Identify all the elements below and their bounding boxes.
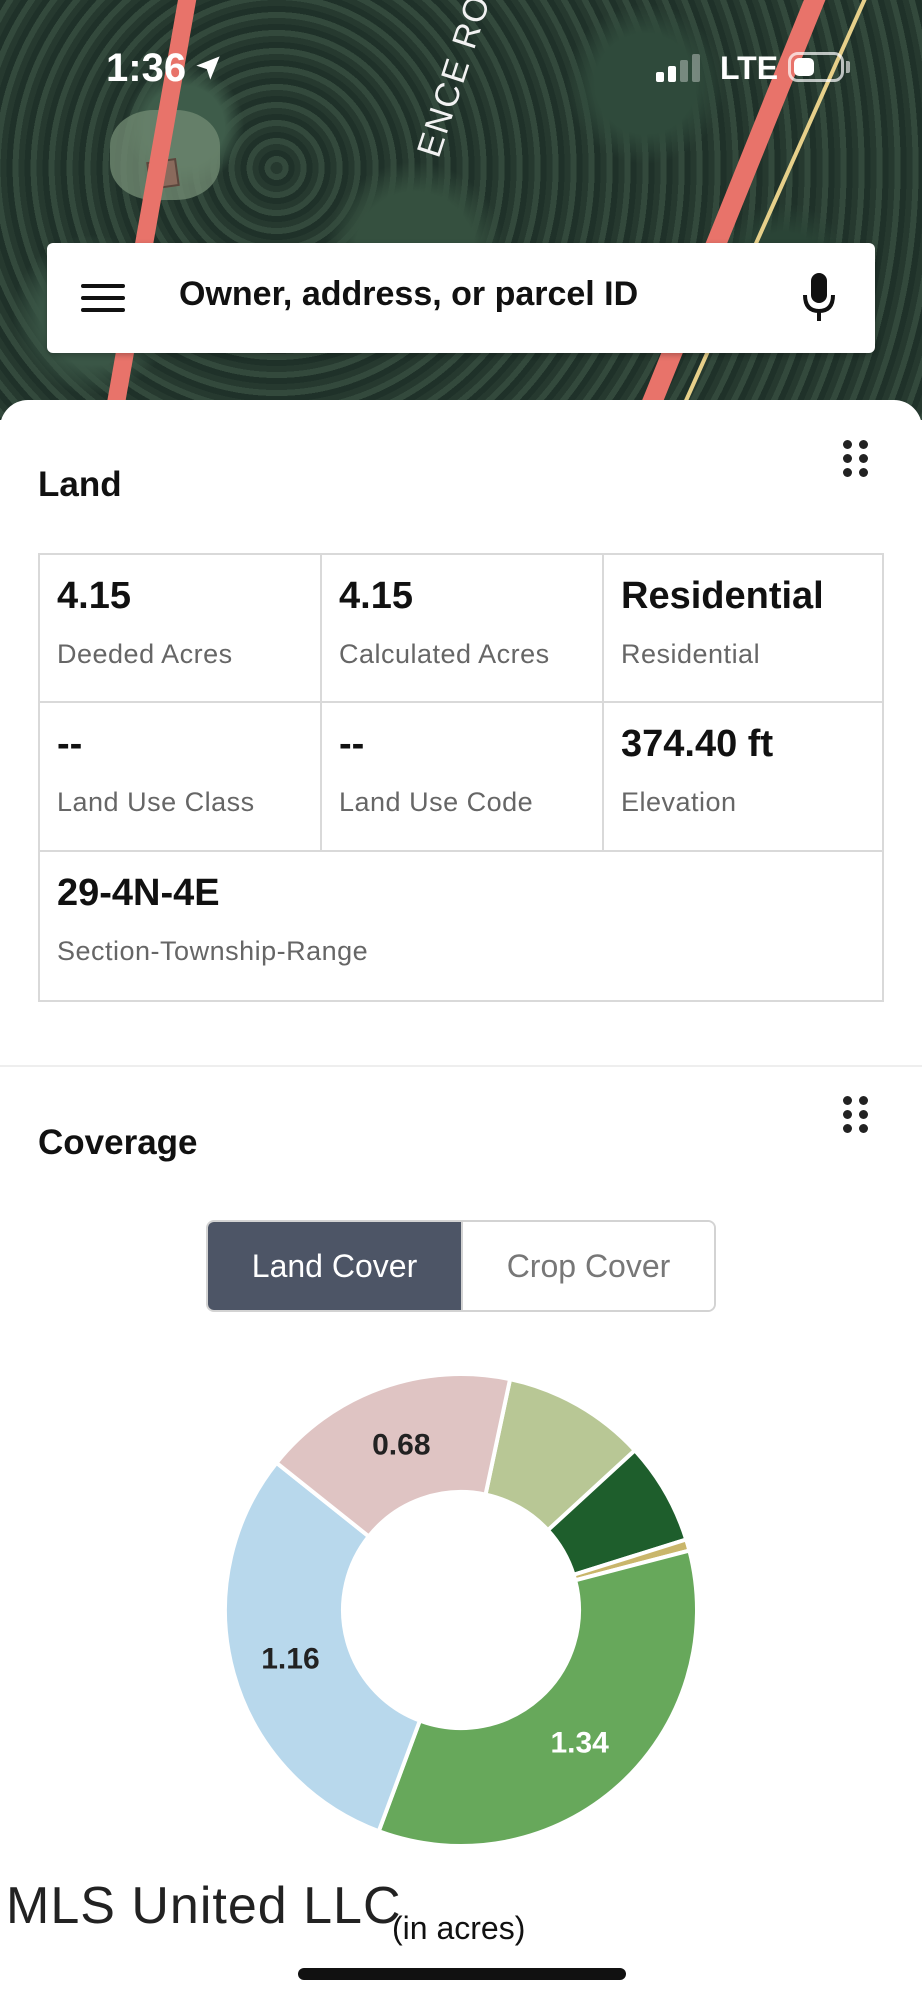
search-bar[interactable]: Owner, address, or parcel ID	[47, 243, 875, 353]
land-cell-elevation: 374.40 ft Elevation	[604, 703, 882, 852]
land-cell-deeded-acres: 4.15 Deeded Acres	[40, 555, 322, 703]
cell-value: --	[339, 723, 365, 765]
land-details-grid: 4.15 Deeded Acres 4.15 Calculated Acres …	[38, 553, 884, 1002]
donut-slice[interactable]	[273, 1372, 513, 1540]
tab-crop-cover[interactable]: Crop Cover	[461, 1222, 714, 1310]
donut-data-label: 1.16	[261, 1642, 319, 1675]
cell-label: Land Use Class	[57, 787, 255, 817]
land-cell-land-use-class: -- Land Use Class	[40, 703, 322, 852]
donut-data-label: 1.34	[550, 1726, 609, 1759]
cell-value: 4.15	[57, 575, 131, 617]
chart-unit-label: (in acres)	[392, 1910, 526, 1946]
home-indicator	[298, 1968, 626, 1980]
drag-handle-icon[interactable]	[843, 440, 871, 480]
battery-icon	[788, 52, 844, 82]
land-cell-section-township-range: 29-4N-4E Section-Township-Range	[40, 852, 882, 1000]
land-cell-calculated-acres: 4.15 Calculated Acres	[322, 555, 604, 703]
donut-slice[interactable]	[223, 1460, 423, 1834]
cell-label: Elevation	[621, 787, 737, 817]
land-cell-zoning: Residential Residential	[604, 555, 882, 703]
search-input[interactable]: Owner, address, or parcel ID	[179, 275, 639, 313]
status-time: 1:36	[106, 46, 187, 90]
watermark: MLS United LLC	[6, 1877, 402, 1935]
coverage-section-title: Coverage	[38, 1123, 198, 1162]
tab-land-cover[interactable]: Land Cover	[208, 1222, 461, 1310]
cell-label: Section-Township-Range	[57, 936, 369, 966]
land-section-title: Land	[38, 465, 122, 504]
cell-value: 374.40 ft	[621, 723, 774, 765]
land-cell-land-use-code: -- Land Use Code	[322, 703, 604, 852]
section-divider	[0, 1065, 922, 1067]
coverage-type-toggle: Land Cover Crop Cover	[206, 1220, 716, 1312]
cell-label: Deeded Acres	[57, 639, 233, 669]
drag-handle-icon[interactable]	[843, 1096, 871, 1136]
hamburger-menu-icon[interactable]	[81, 280, 125, 316]
cell-label: Residential	[621, 639, 761, 669]
cell-value: 29-4N-4E	[57, 872, 220, 914]
microphone-icon[interactable]	[799, 271, 839, 325]
cell-value: --	[57, 723, 83, 765]
location-arrow-icon	[196, 56, 220, 80]
land-cover-donut-chart: 1.34 1.16 0.68	[223, 1372, 699, 1848]
status-bar: 1:36 LTE	[0, 40, 922, 100]
cell-label: Calculated Acres	[339, 639, 550, 669]
donut-data-label: 0.68	[372, 1428, 430, 1461]
cell-label: Land Use Code	[339, 787, 534, 817]
cellular-signal-icon	[656, 54, 704, 82]
cell-value: 4.15	[339, 575, 413, 617]
network-type: LTE	[720, 50, 779, 86]
donut-slice[interactable]	[376, 1548, 699, 1848]
cell-value: Residential	[621, 575, 824, 617]
